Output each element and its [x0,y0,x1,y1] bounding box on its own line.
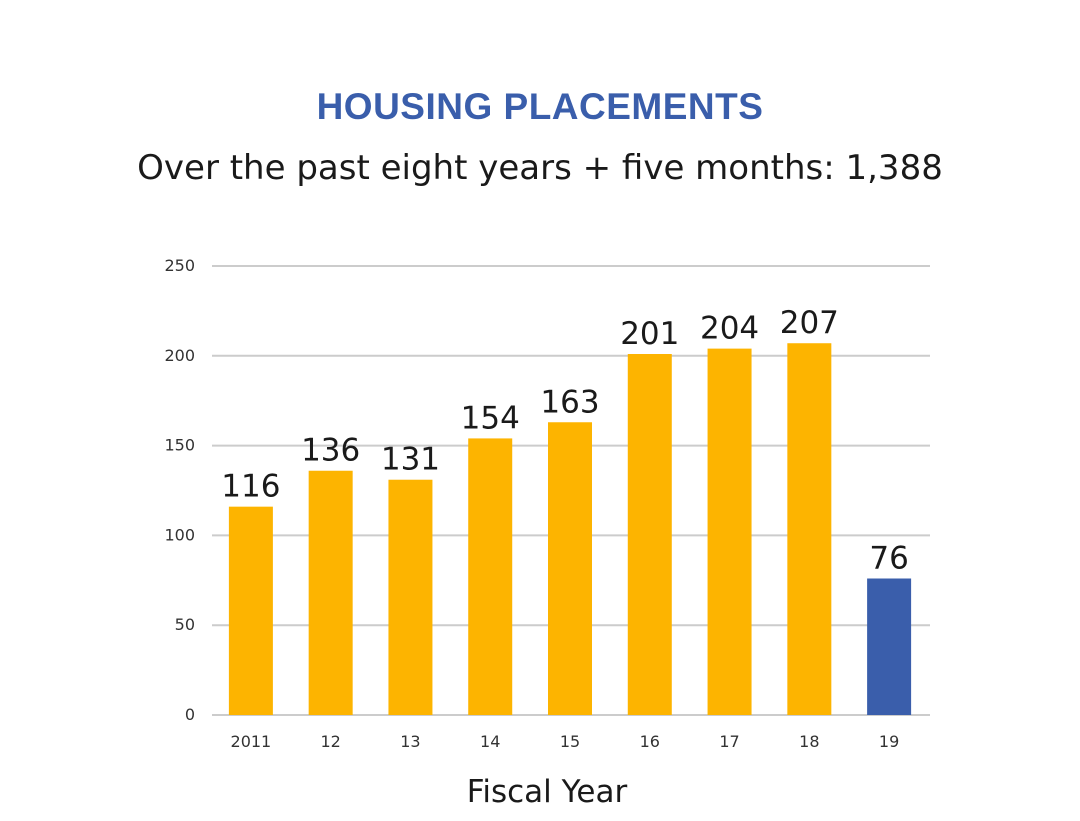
x-tick-label-2011: 2011 [231,732,272,751]
x-tick-label-12: 12 [320,732,340,751]
data-label-17: 204 [700,311,759,347]
data-label-15: 163 [540,384,599,420]
x-tick-label-17: 17 [719,732,739,751]
data-label-13: 131 [381,442,440,478]
data-label-12: 136 [301,433,360,469]
data-label-16: 201 [620,316,679,352]
data-label-19: 76 [869,541,908,577]
y-tick-label: 150 [164,436,195,455]
bar-12 [308,470,353,715]
bar-19 [867,578,912,715]
x-tick-label-14: 14 [480,732,500,751]
y-tick-label: 50 [175,615,195,634]
data-label-18: 207 [780,305,839,341]
y-tick-label: 200 [164,346,195,365]
data-labels: 116 136 131 154 163 201 204 207 76 [221,305,909,576]
bar-2011 [228,506,273,715]
chart-subtitle: Over the past eight years + five months:… [137,148,943,188]
y-axis-ticks: 0 50 100 150 200 250 [164,256,195,724]
bar-18 [787,343,832,715]
x-axis-label: Fiscal Year [467,774,628,810]
bar-17 [707,348,752,715]
x-tick-label-13: 13 [400,732,420,751]
chart-title: HOUSING PLACEMENTS [316,86,764,127]
bar-16 [627,354,672,715]
y-tick-label: 100 [164,525,195,544]
x-tick-label-16: 16 [640,732,660,751]
bars [228,343,912,715]
data-label-2011: 116 [221,469,280,505]
bar-14 [468,438,513,715]
x-tick-label-15: 15 [560,732,580,751]
y-tick-label: 0 [185,705,195,724]
x-tick-label-18: 18 [799,732,819,751]
bar-13 [388,479,433,715]
y-tick-label: 250 [164,256,195,275]
bar-15 [548,422,592,715]
data-label-14: 154 [461,400,520,436]
x-axis-ticks: 2011 12 13 14 15 16 17 18 19 [231,732,900,751]
x-tick-label-19: 19 [879,732,899,751]
